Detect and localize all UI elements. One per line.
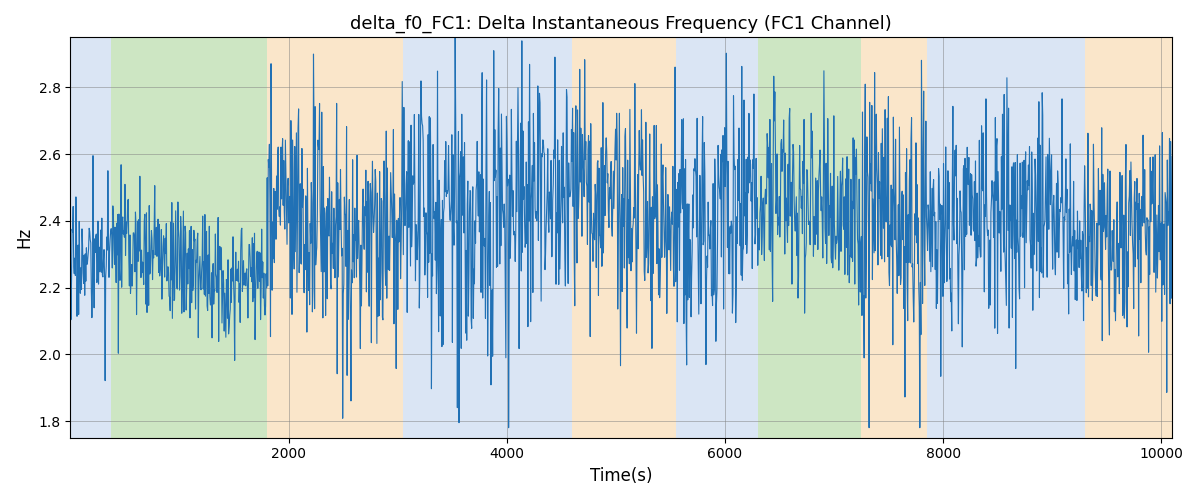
X-axis label: Time(s): Time(s) <box>590 467 653 485</box>
Bar <box>862 38 926 438</box>
Bar <box>676 38 757 438</box>
Bar <box>110 38 266 438</box>
Bar <box>266 38 403 438</box>
Bar <box>757 38 862 438</box>
Bar <box>572 38 676 438</box>
Bar <box>1085 38 1172 438</box>
Bar <box>403 38 572 438</box>
Title: delta_f0_FC1: Delta Instantaneous Frequency (FC1 Channel): delta_f0_FC1: Delta Instantaneous Freque… <box>350 15 893 34</box>
Bar <box>71 38 110 438</box>
Y-axis label: Hz: Hz <box>14 227 32 248</box>
Bar <box>926 38 1085 438</box>
